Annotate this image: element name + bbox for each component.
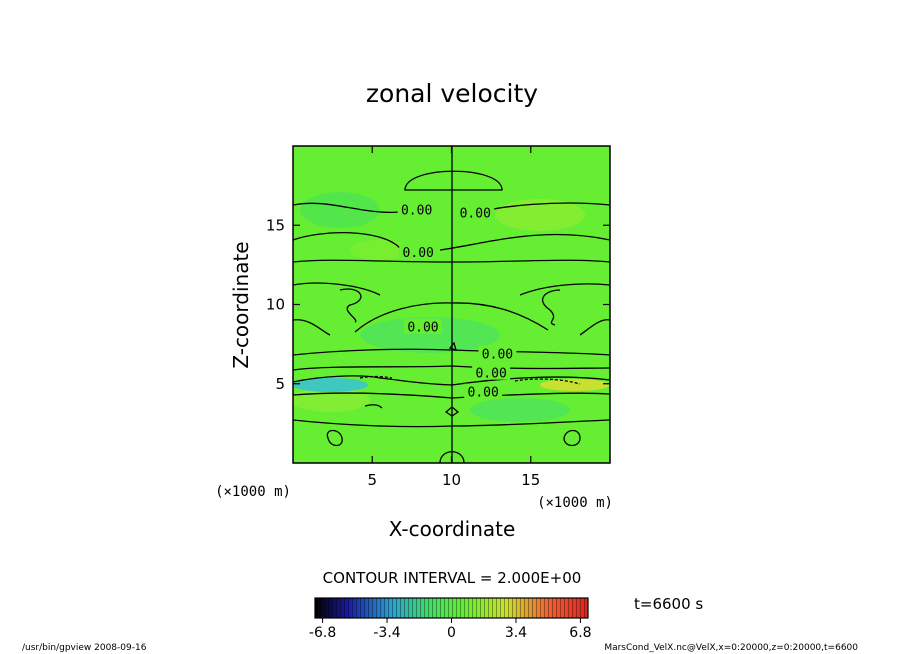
contour-label-bg [397,201,436,217]
colorbar-tick-label: 6.8 [569,625,591,641]
contour-label: 0.00 [403,246,434,261]
colorbar-tick-label: -6.8 [309,625,336,641]
x-tick-label: 5 [367,471,377,489]
x-tick-label: 15 [521,471,540,489]
contour-label: 0.00 [475,367,506,382]
contour-lines [293,170,610,463]
footer-right: MarsCond_VelX.nc@VelX,x=0:20000,z=0:2000… [604,643,858,653]
colorbar-tick-label: -3.4 [373,625,400,641]
colorbar-ticks: -6.8 -3.4 0 3.4 6.8 [309,618,592,641]
contour-label-bg [399,244,438,260]
y-axis-label: Z-coordinate [229,241,253,368]
y-tick-label: 15 [266,216,285,234]
time-label: t=6600 s [634,595,703,613]
contour-label: 0.00 [401,203,432,218]
contour-interval-label: CONTOUR INTERVAL = 2.000E+00 [323,569,582,587]
contour-label-bg [472,364,511,380]
x-unit-label: (×1000 m) [537,495,613,511]
colorbar-stripes [315,598,588,618]
contour-label-bg [464,383,503,399]
colorbar-tick-label: 3.4 [505,625,527,641]
contour-label-bg [456,204,495,220]
axis-ticks: 5 10 15 5 10 15 [266,146,610,489]
x-axis-label: X-coordinate [389,517,516,541]
field-shading [293,192,585,422]
contour-label: 0.00 [460,207,491,222]
contour-label-bg [478,345,517,361]
y-tick-label: 10 [266,296,285,314]
y-tick-label: 5 [275,375,285,393]
z-unit-label: (×1000 m) [215,484,291,500]
negative-anomaly [293,378,368,392]
contour-label: 0.00 [407,321,438,336]
colorbar [314,597,589,619]
contour-label: 0.00 [482,348,513,363]
footer-left: /usr/bin/gpview 2008-09-16 [22,643,147,653]
chart-title: zonal velocity [366,79,538,108]
plot-area [293,146,610,463]
colorbar-tick-label: 0 [447,625,456,641]
contour-labels: 0.00 0.00 0.00 0.00 0.00 0.00 0.00 [397,201,517,401]
contour-label: 0.00 [468,386,499,401]
positive-anomaly [540,379,610,391]
contour-label-bg [403,318,442,334]
x-tick-label: 10 [442,471,461,489]
